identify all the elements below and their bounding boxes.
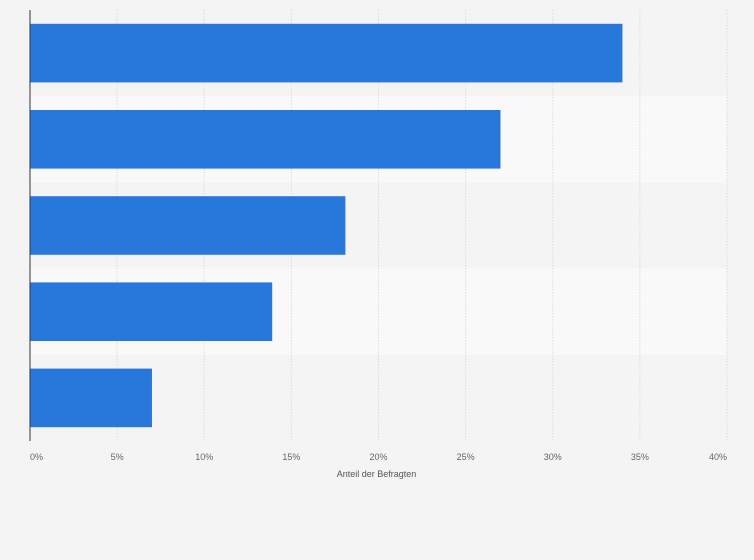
x-tick-label: 20% <box>369 452 387 462</box>
x-tick-label: 25% <box>457 452 475 462</box>
x-axis-title: Anteil der Befragten <box>337 469 417 479</box>
x-tick-label: 10% <box>195 452 213 462</box>
bar <box>30 23 623 83</box>
bar <box>30 196 346 255</box>
x-tick-label: 15% <box>282 452 300 462</box>
bar <box>30 109 501 169</box>
x-tick-label: 35% <box>631 452 649 462</box>
bar <box>30 368 152 428</box>
bar <box>30 282 273 342</box>
x-tick-label: 30% <box>544 452 562 462</box>
x-tick-label: 5% <box>111 452 124 462</box>
x-tick-labels: 0% 5% 10% 15% 20% 25% 30% 35% 40% <box>30 452 727 462</box>
x-tick-label: 0% <box>30 452 43 462</box>
bars <box>30 23 623 428</box>
x-tick-label: 40% <box>709 452 727 462</box>
